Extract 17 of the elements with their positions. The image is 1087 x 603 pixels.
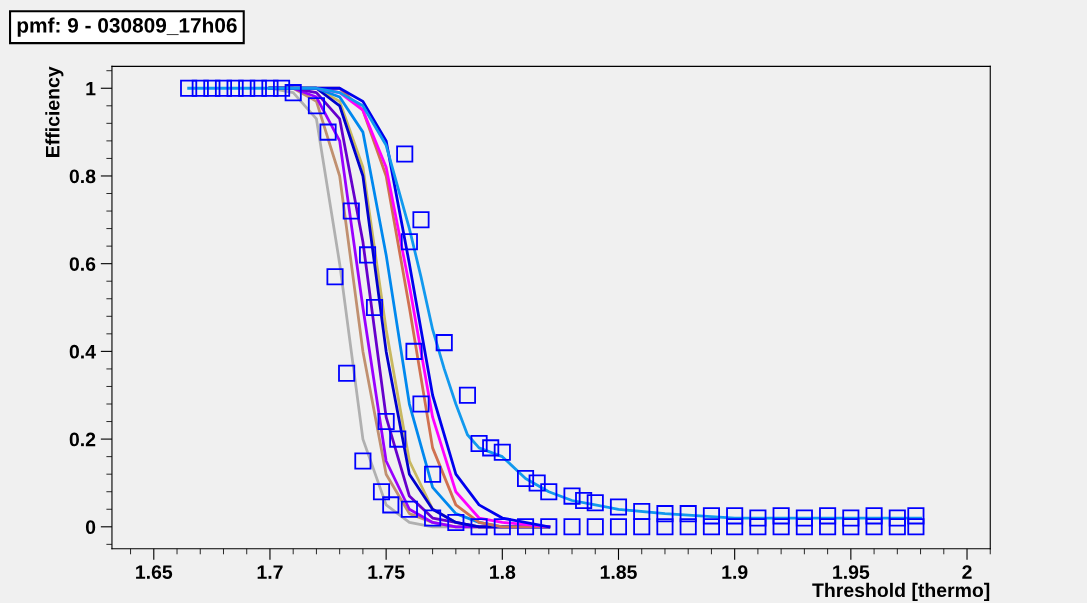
y-tick-label: 1: [86, 81, 96, 96]
x-axis-title: Threshold [thermo]: [812, 582, 990, 601]
x-tick-label: 1.8: [490, 565, 516, 579]
chart-title: pmf: 9 - 030809_17h06: [17, 17, 237, 37]
y-axis-title: Efficiency: [45, 66, 64, 157]
y-tick-label: 0: [85, 520, 96, 535]
x-tick-label: 1.95: [833, 565, 870, 579]
y-tick-label: 0.8: [69, 169, 96, 184]
x-tick-label: 1.65: [136, 565, 173, 579]
y-tick-label: 0.4: [69, 344, 96, 359]
x-tick-label: 2: [962, 565, 972, 579]
y-tick-label: 0.2: [69, 432, 96, 447]
y-tick-label: 0.6: [69, 257, 96, 271]
x-tick-label: 1.85: [600, 565, 637, 579]
x-tick-label: 1.7: [257, 565, 283, 579]
x-tick-label: 1.75: [368, 565, 405, 579]
x-tick-label: 1.9: [722, 565, 748, 579]
